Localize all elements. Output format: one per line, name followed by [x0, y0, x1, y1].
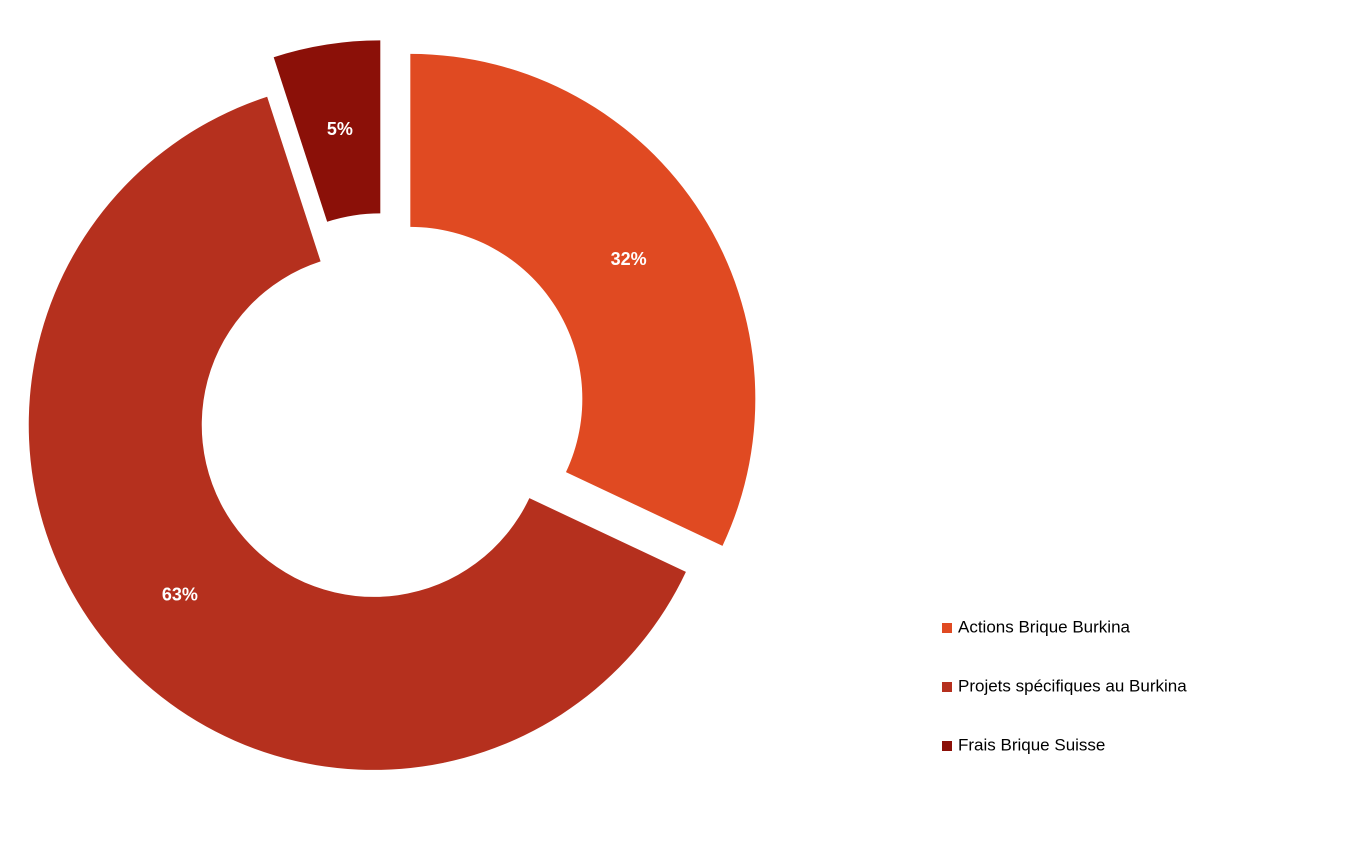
legend-swatch	[942, 623, 952, 633]
legend-label: Frais Brique Suisse	[958, 735, 1105, 754]
legend-label: Actions Brique Burkina	[958, 617, 1131, 636]
data-label: 32%	[611, 249, 647, 269]
data-label: 5%	[327, 119, 353, 139]
legend-swatch	[942, 682, 952, 692]
donut-slice	[28, 96, 686, 770]
donut-slice	[273, 40, 381, 222]
legend-swatch	[942, 741, 952, 751]
data-label: 63%	[162, 585, 198, 605]
donut-slice	[410, 53, 756, 546]
legend-label: Projets spécifiques au Burkina	[958, 676, 1187, 695]
